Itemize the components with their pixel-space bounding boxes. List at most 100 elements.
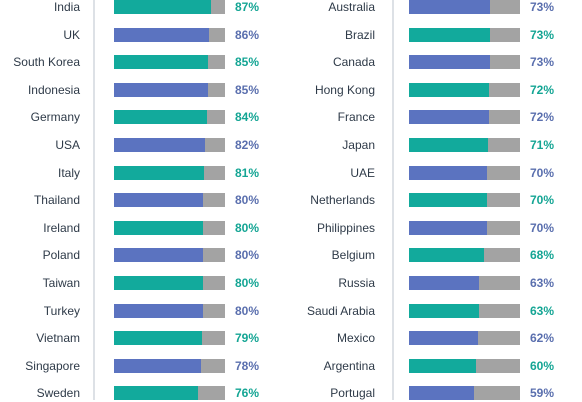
bar-track xyxy=(114,386,225,400)
bar-track xyxy=(409,221,520,235)
data-label: 80% xyxy=(235,221,260,235)
data-label: 84% xyxy=(235,110,260,124)
bar xyxy=(114,221,203,235)
bar xyxy=(114,166,204,180)
category-label: Singapore xyxy=(25,359,80,373)
bar-row: Singapore 78% xyxy=(0,357,582,375)
bar-track xyxy=(409,166,520,180)
bar xyxy=(114,0,211,14)
data-label: 62% xyxy=(530,331,555,345)
data-label: 78% xyxy=(235,359,260,373)
category-label: Saudi Arabia xyxy=(306,304,375,318)
bar xyxy=(114,248,203,262)
bar xyxy=(409,248,485,262)
data-label: 80% xyxy=(235,248,260,262)
bar-track xyxy=(114,359,225,373)
bar-row: Sweden 76% xyxy=(0,384,582,402)
category-label: India xyxy=(53,0,80,14)
bar-row: Italy 81% xyxy=(0,164,582,182)
bar-row: Netherlands 70% xyxy=(0,191,582,209)
bar-track xyxy=(114,138,225,152)
bar-track xyxy=(409,28,520,42)
category-label: Italy xyxy=(57,166,80,180)
category-label: Indonesia xyxy=(27,83,80,97)
bar xyxy=(409,83,489,97)
bar-track xyxy=(114,193,225,207)
bar-row: UK 86% xyxy=(0,26,582,44)
bar-row: Belgium 68% xyxy=(0,246,582,264)
bar xyxy=(409,110,489,124)
bar xyxy=(409,276,479,290)
data-label: 59% xyxy=(530,386,555,400)
bar-track xyxy=(409,55,520,69)
bar xyxy=(409,304,479,318)
bar-track xyxy=(409,276,520,290)
data-label: 60% xyxy=(530,359,555,373)
data-label: 81% xyxy=(235,166,260,180)
bar xyxy=(114,28,210,42)
category-label: Belgium xyxy=(331,248,375,262)
category-label: Turkey xyxy=(43,304,80,318)
data-label: 85% xyxy=(235,83,260,97)
category-label: Philippines xyxy=(316,221,375,235)
bar xyxy=(114,359,201,373)
bar-track xyxy=(114,221,225,235)
bar xyxy=(409,386,475,400)
right-column-divider xyxy=(392,0,394,400)
bar-row: Philippines 70% xyxy=(0,219,582,237)
data-label: 73% xyxy=(530,55,555,69)
bar-row: Poland 80% xyxy=(0,246,582,264)
bar-row: UAE 70% xyxy=(0,164,582,182)
data-label: 86% xyxy=(235,28,260,42)
bar xyxy=(409,28,491,42)
bar-row: Mexico 62% xyxy=(0,329,582,347)
bar-track xyxy=(409,331,520,345)
category-label: Ireland xyxy=(43,221,80,235)
bar-track xyxy=(409,359,520,373)
category-label: Japan xyxy=(342,138,375,152)
category-label: South Korea xyxy=(13,55,80,69)
bar-row: Japan 71% xyxy=(0,136,582,154)
category-label: Russia xyxy=(338,276,375,290)
data-label: 71% xyxy=(530,138,555,152)
bar xyxy=(114,83,209,97)
bar-row: Australia 73% xyxy=(0,0,582,16)
data-label: 70% xyxy=(530,193,555,207)
bar xyxy=(114,276,203,290)
bar-track xyxy=(114,55,225,69)
category-label: Canada xyxy=(332,55,375,69)
bar xyxy=(114,193,203,207)
category-label: Poland xyxy=(42,248,80,262)
bar-row: Germany 84% xyxy=(0,108,582,126)
bar-row: Taiwan 80% xyxy=(0,274,582,292)
data-label: 70% xyxy=(530,221,555,235)
bar-track xyxy=(114,331,225,345)
data-label: 80% xyxy=(235,304,260,318)
data-label: 72% xyxy=(530,110,555,124)
category-label: Taiwan xyxy=(42,276,80,290)
category-label: Germany xyxy=(30,110,80,124)
bar xyxy=(409,0,491,14)
bar xyxy=(114,304,203,318)
data-label: 79% xyxy=(235,331,260,345)
bar xyxy=(114,386,199,400)
bar xyxy=(409,55,491,69)
bar-row: Canada 73% xyxy=(0,53,582,71)
bar-row: Ireland 80% xyxy=(0,219,582,237)
category-label: Thailand xyxy=(33,193,80,207)
bar-track xyxy=(409,0,520,14)
category-label: Hong Kong xyxy=(314,83,375,97)
bar-row: Indonesia 85% xyxy=(0,81,582,99)
category-label: Australia xyxy=(328,0,375,14)
bar-track xyxy=(114,83,225,97)
left-column-divider xyxy=(93,0,95,400)
data-label: 68% xyxy=(530,248,555,262)
category-label: UK xyxy=(63,28,80,42)
bar-track xyxy=(409,386,520,400)
category-label: Portugal xyxy=(330,386,375,400)
data-label: 87% xyxy=(235,0,260,14)
bar xyxy=(409,221,487,235)
data-label: 76% xyxy=(235,386,260,400)
bar-track xyxy=(409,193,520,207)
